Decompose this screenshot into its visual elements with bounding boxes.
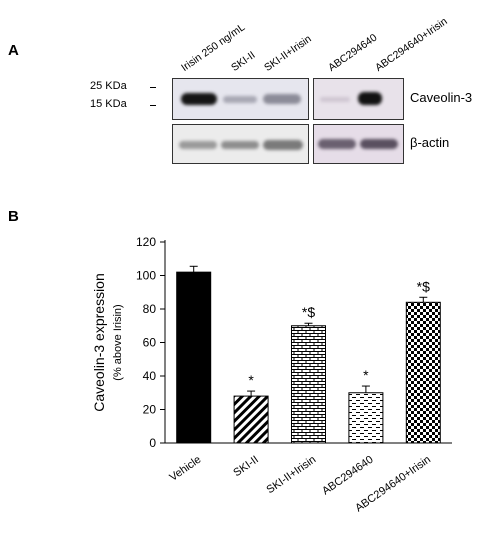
band-actin-irisin	[179, 141, 217, 149]
panel-b-label: B	[8, 208, 19, 225]
panel-a-label: A	[8, 42, 19, 59]
blot-actin-right	[313, 124, 404, 164]
protein-label-beta-actin: β-actin	[410, 135, 450, 150]
band-cav3-abc-irisin	[358, 92, 382, 105]
band-actin-ski	[221, 141, 259, 149]
band-cav3-ski-irisin	[263, 94, 301, 104]
category-label: SKI-II+Irisin	[265, 454, 319, 497]
y-tick-label: 80	[143, 302, 157, 316]
band-actin-abc	[318, 139, 356, 149]
y-tick-label: 100	[136, 269, 156, 283]
band-actin-abc-irisin	[360, 139, 398, 149]
y-tick-label: 120	[136, 235, 156, 249]
significance-label: *$	[302, 304, 315, 320]
y-axis-label: Caveolin-3 expression	[91, 273, 107, 412]
marker-15kda-tick	[150, 105, 156, 106]
category-label: ABC294640	[320, 454, 375, 498]
y-tick-label: 40	[143, 369, 157, 383]
y-tick-label: 20	[143, 403, 157, 417]
bar	[233, 395, 269, 444]
y-tick-label: 0	[149, 436, 156, 450]
blot-actin-left	[172, 124, 309, 164]
bar	[291, 325, 326, 444]
category-label: SKI-II	[231, 454, 260, 480]
bar	[348, 392, 384, 444]
category-label: Vehicle	[167, 454, 203, 484]
band-cav3-ski	[223, 96, 257, 103]
marker-15kda: 15 KDa	[90, 98, 127, 110]
blot-caveolin3-left	[172, 78, 309, 120]
bar	[405, 301, 441, 444]
y-axis-sublabel: (% above Irisin)	[112, 304, 124, 380]
band-cav3-abc	[320, 97, 350, 102]
marker-25kda: 25 KDa	[90, 80, 127, 92]
band-cav3-irisin	[181, 93, 217, 105]
y-tick-label: 60	[143, 336, 157, 350]
band-actin-ski-irisin	[263, 140, 303, 150]
marker-25kda-tick	[150, 87, 156, 88]
significance-label: *	[248, 372, 254, 388]
significance-label: *	[363, 367, 369, 383]
significance-label: *$	[417, 278, 430, 294]
blot-caveolin3-right	[313, 78, 404, 120]
protein-label-caveolin3: Caveolin-3	[410, 90, 473, 105]
bar	[176, 271, 212, 444]
